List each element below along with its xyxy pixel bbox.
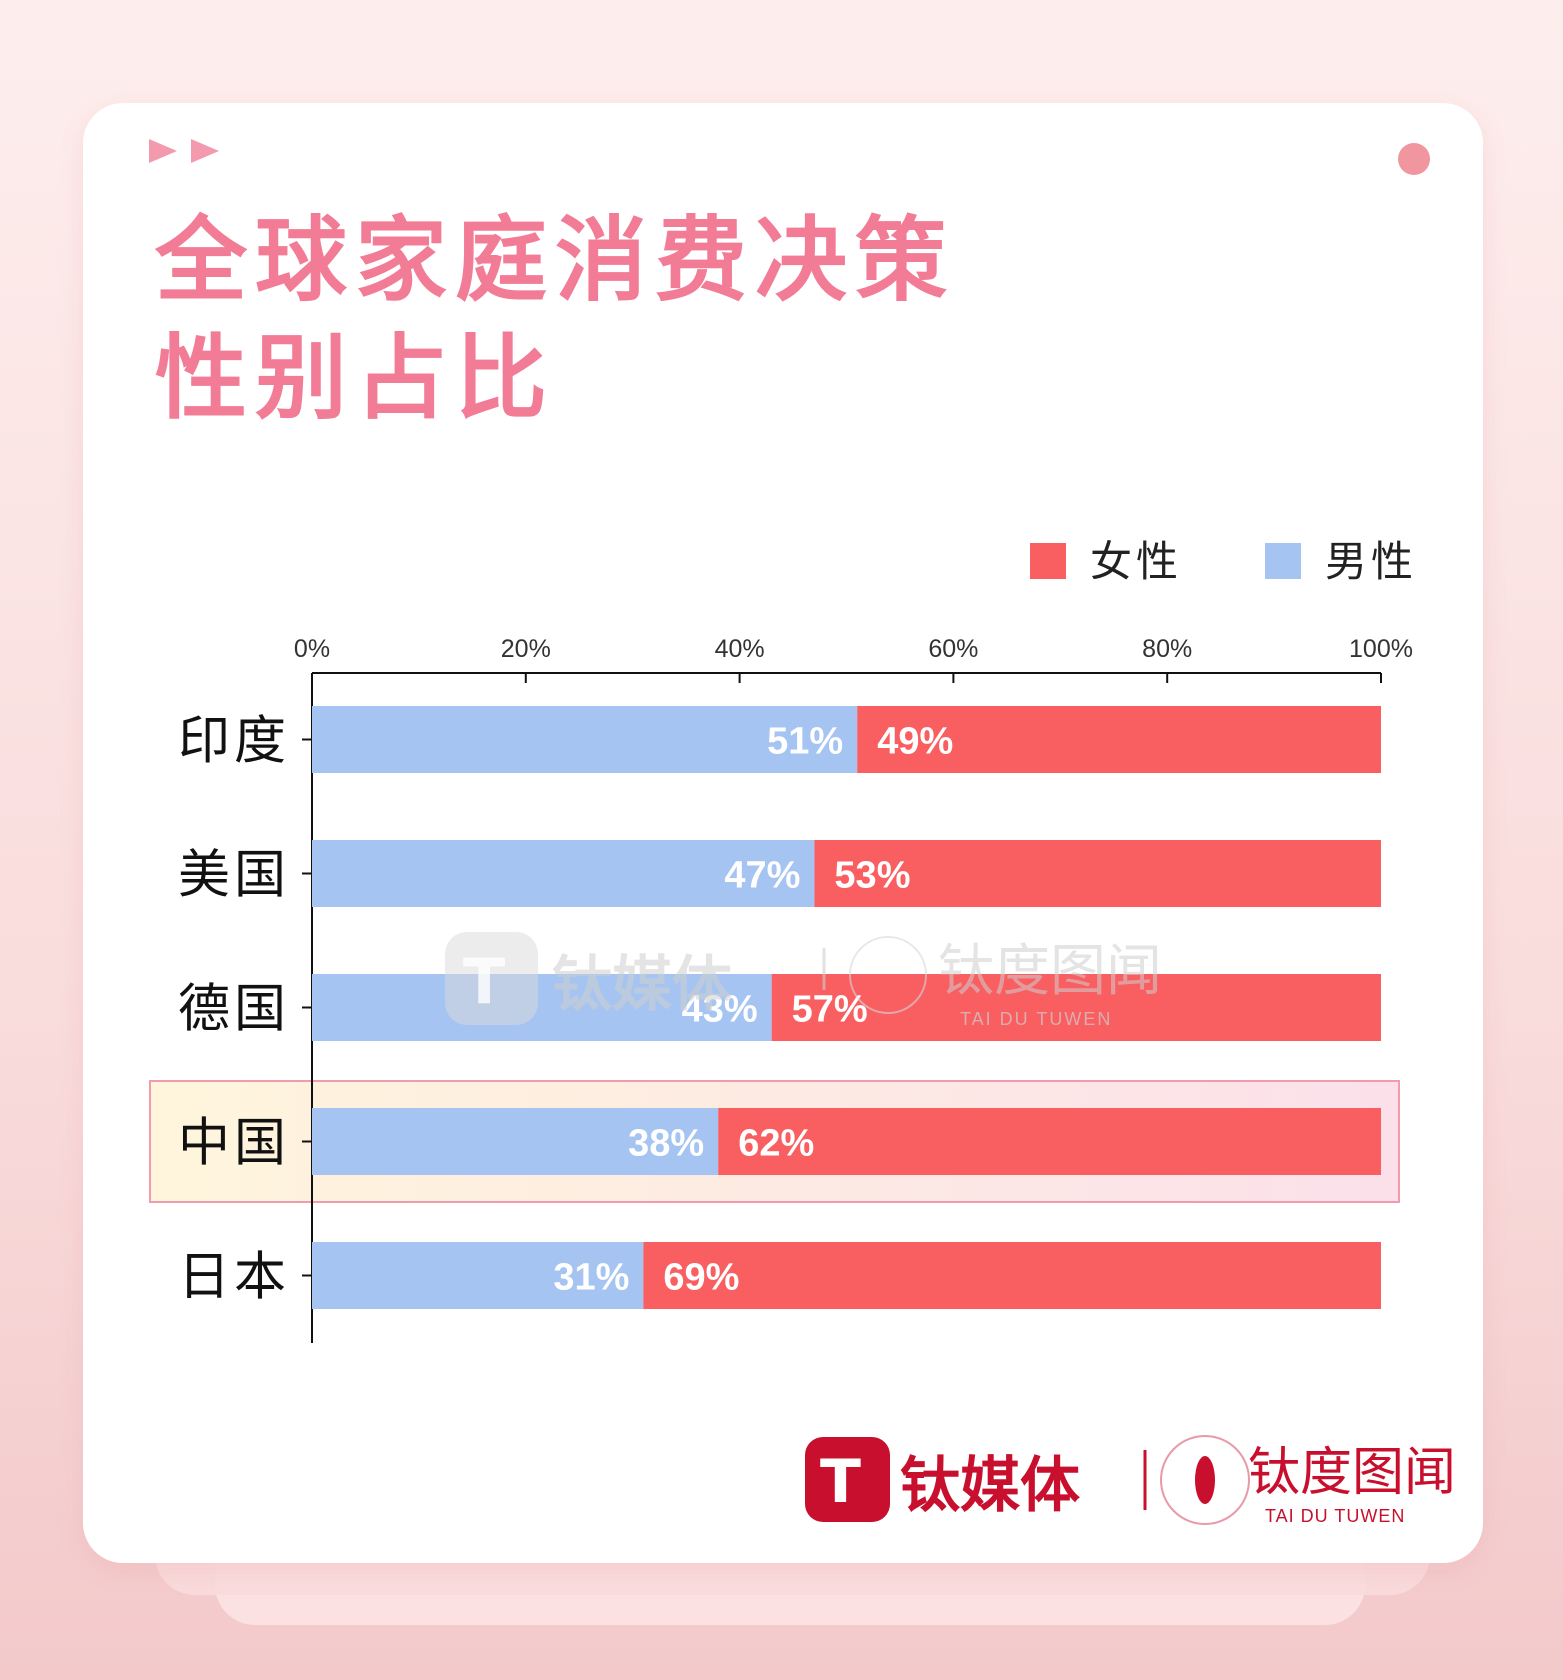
watermark: T 钛媒体 钛度图闻 TAI DU TUWEN xyxy=(445,932,1162,1029)
x-tick-label: 40% xyxy=(715,635,765,663)
footer-brand: 钛媒体 xyxy=(900,1451,1080,1521)
x-tick-label: 80% xyxy=(1142,635,1192,663)
data-label-male: 31% xyxy=(553,1257,629,1299)
watermark-brand: 钛媒体 xyxy=(552,950,732,1020)
legend-label-female: 女性 xyxy=(1090,537,1182,586)
footer-logo-box xyxy=(805,1437,890,1522)
footer-eye-icon xyxy=(1160,1435,1250,1525)
page-title-line-1: 全球家庭消费决策 xyxy=(155,207,956,314)
bar-female xyxy=(814,840,1381,907)
footer-sub-brand: 钛度图闻 xyxy=(1248,1443,1456,1503)
x-tick-label: 20% xyxy=(501,635,551,663)
bar-female xyxy=(771,974,1381,1041)
category-label: 德国 xyxy=(178,980,290,1040)
bar-male xyxy=(312,1242,644,1309)
data-label-male: 38% xyxy=(628,1123,704,1165)
footer-eye-pupil-icon xyxy=(1195,1456,1215,1504)
x-tick-label: 0% xyxy=(294,635,330,663)
category-label: 美国 xyxy=(178,846,290,906)
data-label-female: 53% xyxy=(834,855,910,897)
watermark-eye-icon xyxy=(849,936,927,1014)
page-title-line-2: 性别占比 xyxy=(155,325,556,432)
category-label: 印度 xyxy=(178,712,290,772)
data-label-female: 69% xyxy=(663,1257,739,1299)
footer-tagline: TAI DU TUWEN xyxy=(1265,1506,1405,1526)
category-label: 中国 xyxy=(178,1114,290,1174)
x-tick-label: 60% xyxy=(928,635,978,663)
bar-female xyxy=(857,706,1381,773)
data-label-male: 51% xyxy=(767,721,843,763)
watermark-tagline: TAI DU TUWEN xyxy=(960,1009,1112,1029)
data-label-male: 47% xyxy=(724,855,800,897)
watermark-sub-brand: 钛度图闻 xyxy=(938,939,1162,1004)
decorative-dot xyxy=(1398,143,1430,175)
footer-logo-letter: T xyxy=(820,1447,861,1517)
category-label: 日本 xyxy=(178,1248,290,1308)
play-arrows-icon xyxy=(149,139,219,163)
chart-card: 全球家庭消费决策 性别占比 xyxy=(83,103,1483,1563)
x-tick-label: 100% xyxy=(1349,635,1413,663)
footer-logo: T 钛媒体 钛度图闻 TAI DU TUWEN xyxy=(805,1435,1456,1526)
watermark-logo-box xyxy=(445,932,538,1025)
bar-male xyxy=(312,706,858,773)
bar-female xyxy=(718,1108,1381,1175)
bar-female xyxy=(643,1242,1381,1309)
legend-label-male: 男性 xyxy=(1325,537,1417,586)
legend-swatch-male xyxy=(1265,543,1301,579)
legend: 女性 男性 xyxy=(1030,537,1417,586)
bar-male xyxy=(312,1108,719,1175)
bar-male xyxy=(312,974,772,1041)
bar-male xyxy=(312,840,815,907)
legend-swatch-female xyxy=(1030,543,1066,579)
watermark-logo-letter: T xyxy=(463,945,505,1018)
data-label-male: 43% xyxy=(682,989,758,1031)
data-label-female: 62% xyxy=(738,1123,814,1165)
data-label-female: 49% xyxy=(877,721,953,763)
